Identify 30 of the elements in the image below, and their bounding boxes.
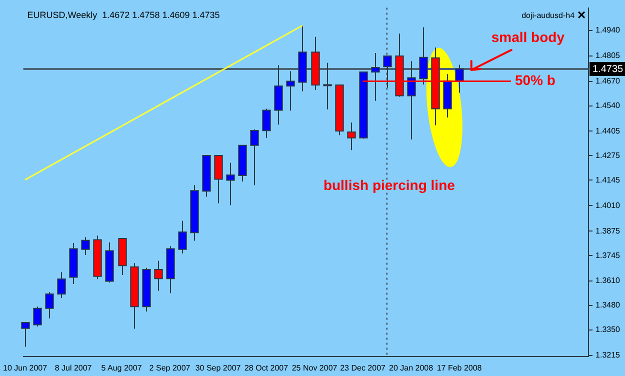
y-tick-label: 1.3350 [596, 325, 621, 334]
x-tick-label: 17 Feb 2008 [436, 363, 482, 372]
y-tick-label: 1.3610 [596, 276, 621, 286]
x-tick-label: 20 Jan 2008 [389, 363, 434, 372]
y-tick-label: 1.4405 [596, 126, 621, 136]
y-tick-label: 1.3745 [596, 250, 621, 260]
chart-subtitle: doji-audusd-h4 [522, 11, 576, 20]
y-tick-label: 1.4540 [596, 100, 621, 110]
x-tick-label: 8 Jul 2007 [54, 363, 92, 372]
chart-title: EURUSD,Weekly 1.4672 1.4758 1.4609 1.4735 [27, 10, 220, 20]
x-tick-label: 10 Jun 2007 [3, 363, 48, 372]
y-tick-label: 1.4275 [596, 150, 621, 160]
y-tick-label: 1.3875 [596, 226, 621, 236]
x-tick-label: 25 Nov 2007 [292, 363, 338, 372]
x-tick-label: 28 Oct 2007 [244, 363, 289, 372]
series-label: 50% b [514, 72, 556, 88]
x-tick-label: 23 Dec 2007 [340, 363, 386, 372]
x-tick-label: 30 Sep 2007 [195, 363, 242, 372]
ref-line-label: 1.4735 [592, 64, 624, 75]
y-tick-label: 1.3215 [596, 350, 621, 360]
x-tick-label: 5 Aug 2007 [101, 363, 142, 372]
annotation: small body [491, 28, 565, 45]
y-tick-label: 1.4940 [596, 26, 621, 35]
x-tick-label: 2 Sep 2007 [149, 363, 191, 372]
y-tick-label: 1.4145 [596, 175, 621, 184]
y-tick-label: 1.3480 [596, 300, 621, 310]
annotation: bullish piercing line [323, 176, 456, 193]
y-tick-label: 1.4805 [596, 51, 621, 60]
y-tick-label: 1.4670 [596, 76, 621, 86]
y-tick-label: 1.4010 [596, 200, 621, 210]
